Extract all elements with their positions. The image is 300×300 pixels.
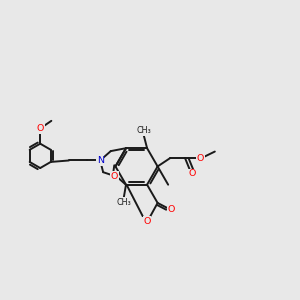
Text: CH₃: CH₃ [116,198,131,207]
Text: O: O [188,169,196,178]
Text: O: O [167,206,175,214]
Text: O: O [111,172,118,181]
Text: O: O [143,217,151,226]
Text: O: O [37,124,44,133]
Text: N: N [97,156,104,165]
Text: O: O [196,154,204,163]
Text: CH₃: CH₃ [136,126,151,135]
